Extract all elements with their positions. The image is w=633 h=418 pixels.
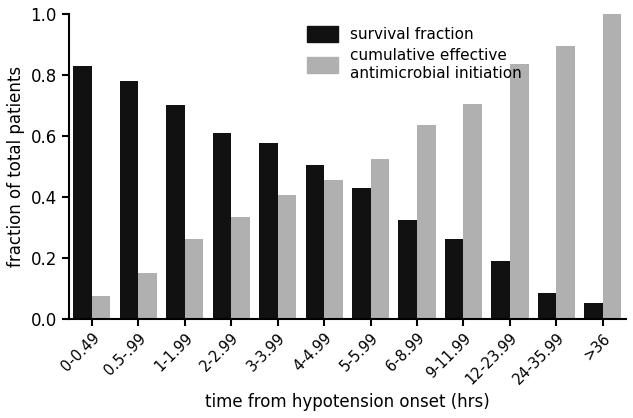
Bar <box>417 125 436 319</box>
Bar <box>538 293 556 319</box>
Bar <box>306 165 324 319</box>
Bar <box>185 240 203 319</box>
Bar <box>120 81 139 319</box>
Bar <box>603 14 622 319</box>
Bar <box>259 143 278 319</box>
Bar <box>92 296 111 319</box>
Bar <box>445 240 463 319</box>
Bar <box>139 273 157 319</box>
Bar <box>213 133 231 319</box>
Bar <box>370 159 389 319</box>
Bar <box>491 261 510 319</box>
X-axis label: time from hypotension onset (hrs): time from hypotension onset (hrs) <box>205 393 490 411</box>
Bar <box>73 66 92 319</box>
Bar <box>324 180 342 319</box>
Bar <box>231 217 250 319</box>
Bar <box>166 105 185 319</box>
Bar <box>510 64 529 319</box>
Y-axis label: fraction of total patients: fraction of total patients <box>7 66 25 267</box>
Legend: survival fraction, cumulative effective
antimicrobial initiation: survival fraction, cumulative effective … <box>303 22 526 85</box>
Bar <box>584 303 603 319</box>
Bar <box>352 188 370 319</box>
Bar <box>278 195 296 319</box>
Bar <box>556 46 575 319</box>
Bar <box>463 104 482 319</box>
Bar <box>398 219 417 319</box>
